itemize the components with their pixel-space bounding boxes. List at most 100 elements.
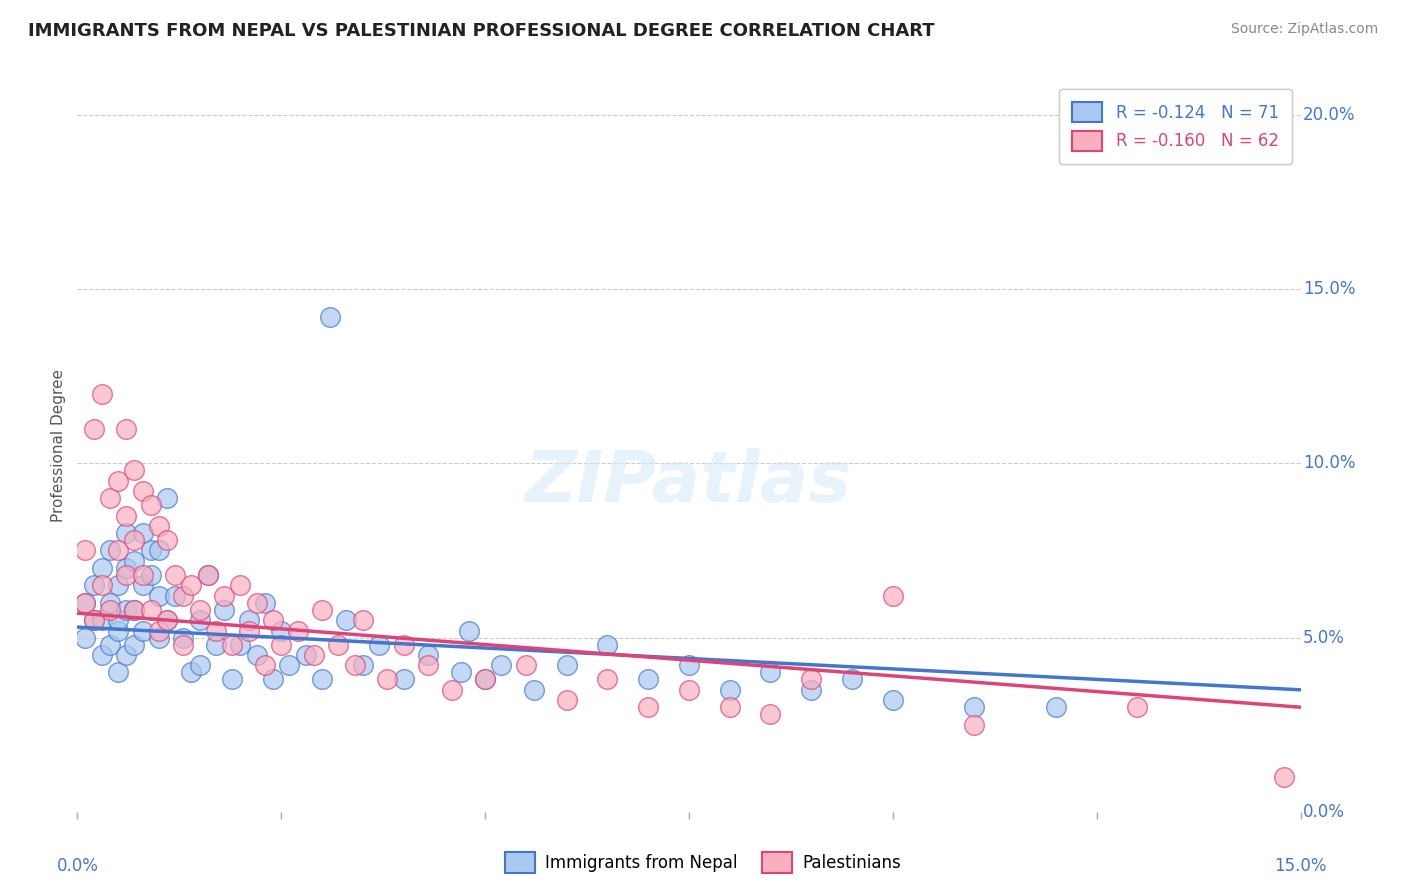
Point (637, 673, 659, 687)
Point (474, 673, 496, 687)
Point (124, 638, 146, 652)
Point (229, 578, 252, 592)
Point (246, 648, 269, 662)
Point (238, 613, 260, 627)
Point (963, 717, 986, 731)
Point (205, 638, 228, 652)
Point (75, 631, 97, 645)
Point (1045, 700, 1067, 714)
Point (375, 673, 398, 687)
Point (98, 543, 121, 558)
Point (124, 533, 146, 547)
Point (221, 638, 243, 652)
Point (262, 613, 284, 627)
Point (107, 624, 129, 638)
Point (156, 613, 179, 627)
Point (107, 578, 129, 592)
Point (75, 596, 97, 610)
Point (131, 567, 153, 582)
Point (98, 603, 121, 617)
Point (83, 613, 105, 627)
Point (172, 638, 194, 652)
Point (253, 658, 276, 673)
Point (107, 613, 129, 627)
Point (188, 658, 211, 673)
Text: 15.0%: 15.0% (1274, 857, 1327, 875)
Point (107, 474, 129, 488)
Point (963, 700, 986, 714)
Text: 10.0%: 10.0% (1303, 454, 1355, 473)
Point (678, 682, 700, 697)
Point (165, 567, 187, 582)
Text: 0.0%: 0.0% (56, 857, 98, 875)
Point (368, 638, 391, 652)
Point (450, 665, 472, 680)
Point (90, 561, 112, 575)
Point (98, 491, 121, 506)
Point (115, 421, 138, 435)
Point (523, 682, 546, 697)
Point (287, 624, 309, 638)
Text: IMMIGRANTS FROM NEPAL VS PALESTINIAN PROFESSIONAL DEGREE CORRELATION CHART: IMMIGRANTS FROM NEPAL VS PALESTINIAN PRO… (28, 22, 935, 40)
Point (75, 543, 97, 558)
Point (139, 567, 162, 582)
Point (229, 638, 252, 652)
Point (491, 658, 513, 673)
Point (115, 567, 138, 582)
Point (165, 589, 187, 603)
Point (800, 682, 823, 697)
Point (718, 700, 741, 714)
Point (270, 638, 292, 652)
Point (90, 386, 112, 401)
Point (115, 603, 138, 617)
Point (148, 589, 170, 603)
Point (515, 658, 537, 673)
Point (148, 631, 170, 645)
Point (441, 682, 464, 697)
Point (115, 561, 138, 575)
Point (352, 613, 374, 627)
Point (156, 491, 179, 506)
Point (180, 665, 202, 680)
Point (83, 578, 105, 592)
Point (262, 673, 284, 687)
Point (221, 673, 243, 687)
Text: 5.0%: 5.0% (1303, 629, 1346, 647)
Point (131, 624, 153, 638)
Point (75, 596, 97, 610)
Point (197, 567, 219, 582)
Point (172, 631, 194, 645)
Point (172, 589, 194, 603)
Point (294, 648, 316, 662)
Point (457, 624, 479, 638)
Point (90, 578, 112, 592)
Point (115, 526, 138, 541)
Point (156, 613, 179, 627)
Point (139, 498, 162, 512)
Point (392, 673, 415, 687)
Text: ZIPatlas: ZIPatlas (526, 448, 852, 517)
Text: Source: ZipAtlas.com: Source: ZipAtlas.com (1230, 22, 1378, 37)
Text: 15.0%: 15.0% (1303, 280, 1355, 298)
Point (392, 638, 415, 652)
Point (188, 603, 211, 617)
Text: 0.0%: 0.0% (1303, 803, 1346, 821)
Point (83, 421, 105, 435)
Point (124, 603, 146, 617)
Legend: R = -0.124   N = 71, R = -0.160   N = 62: R = -0.124 N = 71, R = -0.160 N = 62 (1059, 88, 1292, 164)
Point (115, 508, 138, 523)
Point (246, 596, 269, 610)
Point (124, 463, 146, 477)
Point (335, 613, 357, 627)
Y-axis label: Professional Degree: Professional Degree (51, 369, 66, 523)
Point (238, 624, 260, 638)
Point (131, 526, 153, 541)
Point (212, 603, 235, 617)
Point (107, 665, 129, 680)
Point (278, 658, 301, 673)
Point (205, 624, 228, 638)
Point (416, 658, 439, 673)
Point (131, 578, 153, 592)
Point (555, 693, 578, 707)
Point (352, 658, 374, 673)
